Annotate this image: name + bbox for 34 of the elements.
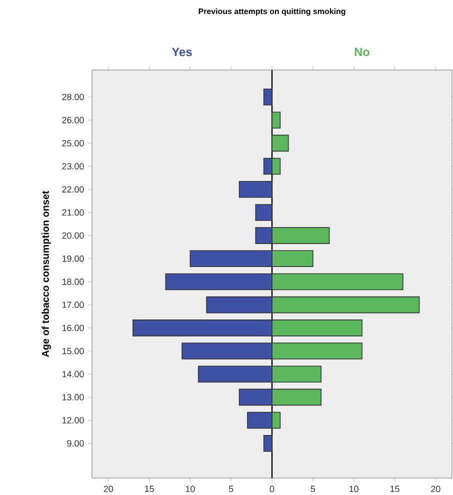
y-tick-label: 25.00 <box>62 140 84 146</box>
bar <box>263 434 272 452</box>
y-tick-label: 26.00 <box>62 116 84 124</box>
y-axis-title: Age of tobacco consumption onset <box>42 190 51 358</box>
text: Yes <box>172 48 192 56</box>
bar <box>272 112 281 129</box>
x-tick-label: 20 <box>431 486 440 492</box>
bar <box>255 204 272 221</box>
x-tick-label: 15 <box>144 486 154 492</box>
x-tick-label: 0 <box>270 486 274 492</box>
y-tick-label: 16.00 <box>62 324 84 332</box>
y-tick-label: 23.00 <box>62 163 84 170</box>
y-tick-label: 19.00 <box>62 255 84 262</box>
y-tick-label: 21.00 <box>62 209 84 216</box>
y-tick-label: 20.00 <box>62 232 84 239</box>
bar <box>263 88 272 106</box>
y-tick-label: 12.00 <box>62 417 84 424</box>
x-tick-label: 15 <box>390 486 400 492</box>
y-tick-label: 28.00 <box>62 94 84 100</box>
y-tick-label: 18.00 <box>62 278 84 285</box>
bar <box>238 180 272 198</box>
y-tick-label: 13.00 <box>62 394 84 400</box>
y-tick-label: 22.00 <box>62 186 84 193</box>
x-tick-label: 5 <box>228 486 234 492</box>
y-tick-label: 9.00 <box>67 440 84 447</box>
bar <box>272 134 289 152</box>
x-tick-label: 10 <box>350 486 358 492</box>
y-tick-label: 17.00 <box>62 302 84 308</box>
x-tick-label: 5 <box>310 486 316 492</box>
x-tick-label: 20 <box>104 486 114 492</box>
y-tick-label: 14.00 <box>62 370 84 378</box>
text: No <box>354 48 370 56</box>
y-tick-label: 15.00 <box>62 348 84 354</box>
x-tick-label: 10 <box>186 486 195 492</box>
